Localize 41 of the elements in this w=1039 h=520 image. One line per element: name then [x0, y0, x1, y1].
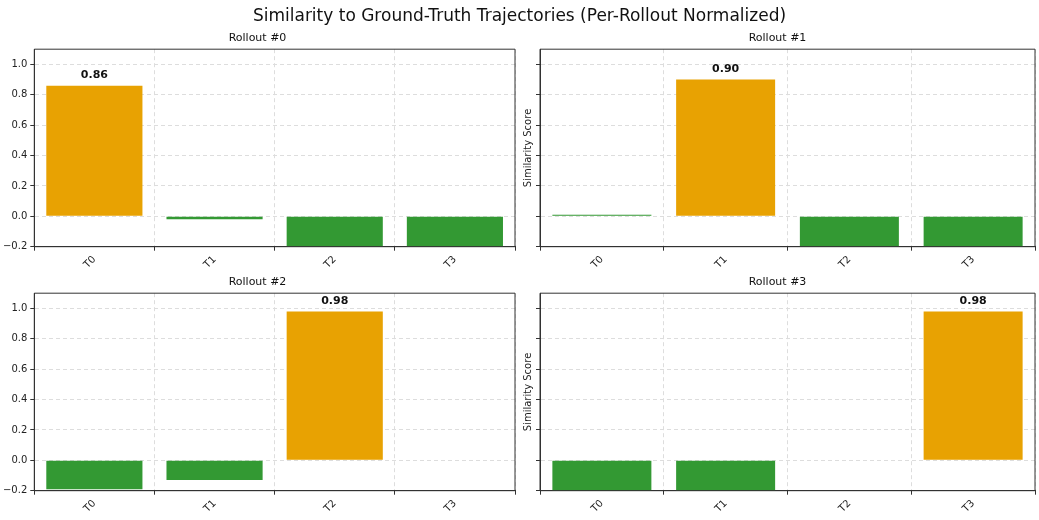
y-tick-label: 0.4 [11, 149, 28, 161]
y-tick-label: 0.6 [11, 118, 28, 130]
x-tick-label: T1 [711, 253, 729, 271]
y-tick-label: 1.0 [11, 301, 28, 313]
x-tick-label: T3 [440, 497, 459, 515]
y-axis-title: Similarity Score [521, 352, 533, 432]
y-axis-title: Similarity Score [521, 108, 533, 188]
chart-title: Rollout #1 [748, 31, 807, 45]
y-tick-label: 0.0 [11, 209, 28, 221]
data-label: 0.86 [80, 68, 109, 82]
chart-title: Rollout #3 [748, 275, 807, 289]
y-tick-label: −0.2 [2, 484, 28, 496]
x-tick-label: T3 [959, 497, 977, 515]
y-tick-label: 0.8 [11, 332, 28, 344]
y-tick-label: 0.2 [11, 423, 28, 435]
data-label: 0.98 [321, 293, 349, 307]
x-tick-label: T0 [80, 497, 98, 515]
x-tick-label: T1 [200, 497, 218, 515]
x-tick-label: T0 [587, 253, 606, 271]
y-tick-label: 0.0 [11, 453, 28, 465]
y-tick-label: 0.4 [11, 393, 28, 405]
y-tick-label: 1.0 [11, 57, 28, 69]
x-tick-label: T2 [320, 253, 338, 271]
data-label: 0.98 [959, 293, 987, 307]
y-tick-label: 0.8 [11, 88, 28, 100]
y-tick-label: 0.2 [11, 179, 28, 191]
x-tick-label: T0 [80, 253, 98, 271]
x-tick-label: T2 [320, 497, 338, 515]
y-tick-label: −0.2 [2, 240, 28, 252]
x-tick-label: T3 [959, 253, 977, 271]
chart-title: Rollout #0 [228, 31, 287, 45]
x-tick-label: T0 [587, 497, 606, 515]
y-tick-label: 0.6 [11, 362, 28, 374]
x-tick-label: T1 [200, 253, 218, 271]
x-tick-label: T2 [835, 253, 853, 271]
x-tick-label: T3 [440, 253, 459, 271]
x-tick-label: T2 [835, 497, 853, 515]
text: Similarity to Ground-Truth Trajectories (Per-Rollout Normalized) [252, 5, 787, 25]
chart-title: Rollout #2 [228, 275, 287, 289]
data-label: 0.90 [712, 61, 740, 75]
x-tick-label: T1 [711, 497, 729, 515]
